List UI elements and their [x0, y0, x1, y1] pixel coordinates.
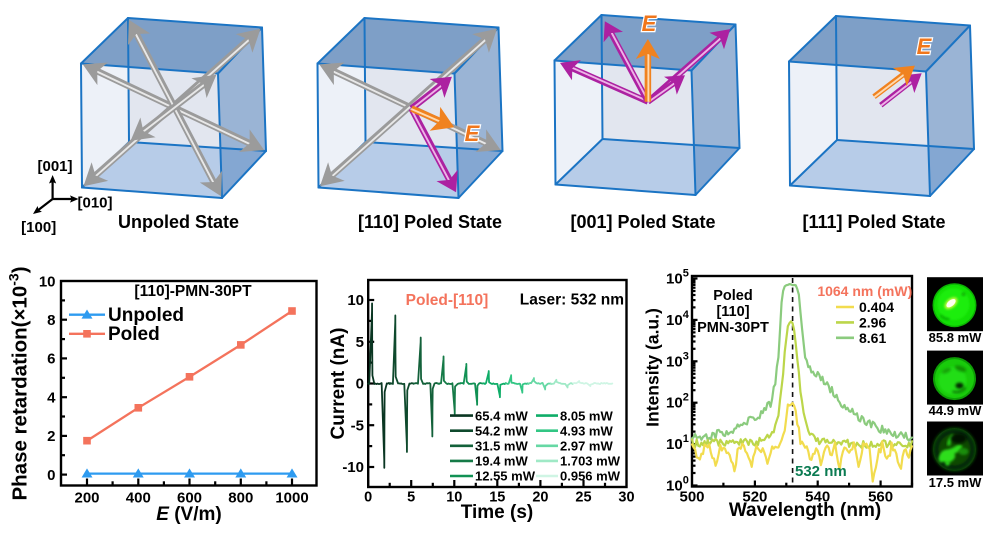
svg-text:-5: -5: [351, 417, 364, 434]
svg-text:0.404: 0.404: [859, 299, 894, 315]
svg-text:532 nm: 532 nm: [795, 463, 847, 480]
svg-text:[110]-PMN-30PT: [110]-PMN-30PT: [134, 283, 252, 300]
svg-text:2: 2: [47, 428, 55, 445]
svg-text:E (V/m): E (V/m): [156, 504, 221, 525]
svg-text:10: 10: [446, 490, 462, 506]
svg-text:10: 10: [39, 273, 56, 290]
svg-text:Unpoled: Unpoled: [108, 305, 184, 326]
svg-text:12.55 mW: 12.55 mW: [475, 469, 536, 484]
svg-text:[110]: [110]: [716, 304, 749, 320]
svg-text:560: 560: [868, 489, 893, 506]
svg-text:[111] Poled State: [111] Poled State: [802, 212, 945, 232]
svg-text:Phase retardation(×10-3): Phase retardation(×10-3): [6, 266, 32, 500]
svg-text:25: 25: [575, 490, 591, 506]
svg-text:8.05 mW: 8.05 mW: [560, 408, 613, 423]
svg-text:15: 15: [489, 490, 505, 506]
svg-text:6: 6: [47, 351, 55, 368]
svg-text:600: 600: [177, 490, 202, 507]
svg-text:E: E: [642, 11, 658, 36]
svg-text:19.4 mW: 19.4 mW: [475, 454, 528, 469]
svg-text:30: 30: [618, 490, 634, 506]
svg-text:2.97 mW: 2.97 mW: [560, 439, 613, 454]
svg-text:Poled-[110]: Poled-[110]: [406, 292, 489, 309]
svg-text:17.5 mW: 17.5 mW: [929, 475, 982, 490]
svg-text:2.96: 2.96: [859, 314, 886, 330]
svg-text:540: 540: [805, 489, 830, 506]
svg-text:E: E: [465, 121, 481, 146]
svg-text:4.93 mW: 4.93 mW: [560, 423, 613, 438]
svg-text:200: 200: [74, 490, 99, 507]
svg-text:8: 8: [47, 312, 55, 329]
svg-text:5: 5: [407, 490, 415, 506]
svg-text:Poled: Poled: [108, 324, 160, 345]
svg-text:0: 0: [364, 490, 372, 506]
svg-text:1.703 mW: 1.703 mW: [560, 454, 621, 469]
svg-text:0: 0: [356, 376, 364, 393]
svg-text:-10: -10: [342, 459, 364, 476]
svg-text:1064 nm (mW): 1064 nm (mW): [817, 283, 912, 299]
svg-text:PMN-30PT: PMN-30PT: [697, 320, 769, 336]
svg-text:Current (nA): Current (nA): [328, 328, 349, 440]
svg-text:[001] Poled State: [001] Poled State: [570, 212, 715, 232]
svg-text:520: 520: [742, 489, 767, 506]
svg-text:1000: 1000: [275, 490, 308, 507]
svg-text:800: 800: [228, 490, 253, 507]
svg-text:65.4 mW: 65.4 mW: [475, 408, 528, 423]
svg-text:10: 10: [347, 292, 364, 309]
svg-text:[001]: [001]: [37, 158, 72, 175]
svg-text:8.61: 8.61: [859, 330, 886, 346]
svg-text:20: 20: [532, 490, 548, 506]
svg-text:Wavelength (nm): Wavelength (nm): [729, 500, 881, 521]
svg-text:500: 500: [679, 489, 704, 506]
svg-text:54.2 mW: 54.2 mW: [475, 423, 528, 438]
svg-text:E: E: [917, 34, 933, 59]
svg-text:400: 400: [126, 490, 151, 507]
svg-text:Laser: 532 nm: Laser: 532 nm: [520, 292, 624, 309]
svg-text:44.9 mW: 44.9 mW: [929, 403, 982, 418]
svg-text:5: 5: [356, 334, 364, 351]
svg-text:4: 4: [47, 390, 56, 407]
svg-text:Time (s): Time (s): [461, 502, 534, 523]
svg-text:Unpoled State: Unpoled State: [118, 212, 239, 232]
svg-text:0: 0: [47, 467, 55, 484]
svg-text:[100]: [100]: [21, 219, 56, 236]
svg-text:Poled: Poled: [713, 288, 752, 304]
svg-text:31.5 mW: 31.5 mW: [475, 439, 528, 454]
svg-text:[110] Poled State: [110] Poled State: [358, 212, 502, 232]
svg-text:0.956 mW: 0.956 mW: [560, 469, 621, 484]
svg-text:[010]: [010]: [78, 195, 113, 212]
svg-text:85.8 mW: 85.8 mW: [929, 330, 982, 345]
svg-text:Intensity (a.u.): Intensity (a.u.): [643, 308, 663, 427]
